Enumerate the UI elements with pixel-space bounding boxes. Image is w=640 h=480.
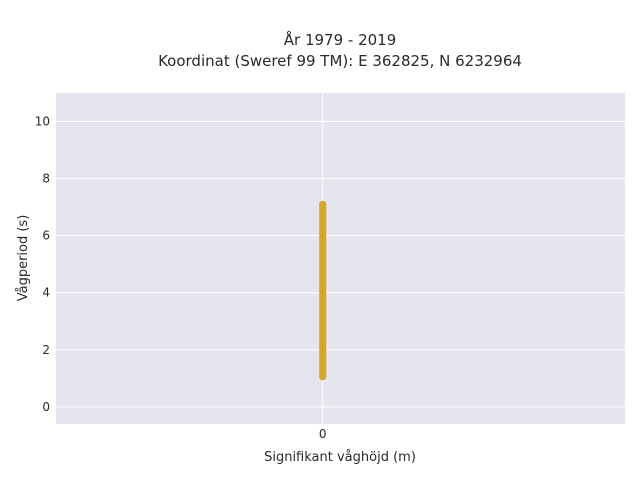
- y-tick-label: 2: [42, 343, 50, 357]
- y-tick-label: 4: [42, 286, 50, 300]
- chart-title-line-1: År 1979 - 2019: [284, 30, 397, 49]
- y-tick-labels: 0 2 4 6 8 10: [35, 115, 50, 414]
- y-tick-label: 8: [42, 172, 50, 186]
- x-axis-title: Signifikant våghöjd (m): [264, 450, 416, 465]
- y-axis-title: Vågperiod (s): [16, 215, 31, 302]
- x-tick-label: 0: [319, 427, 327, 441]
- plot-background: [56, 93, 625, 424]
- chart-title-line-2: Koordinat (Sweref 99 TM): E 362825, N 62…: [158, 52, 522, 70]
- x-tick-labels: 00,010,020,030,040,05: [319, 427, 327, 441]
- data-points: [319, 200, 327, 381]
- y-tick-label: 0: [42, 400, 50, 414]
- grid-lines: [56, 93, 625, 424]
- data-point-band: [319, 200, 327, 381]
- y-tick-label: 6: [42, 229, 50, 243]
- y-tick-label: 10: [35, 115, 50, 129]
